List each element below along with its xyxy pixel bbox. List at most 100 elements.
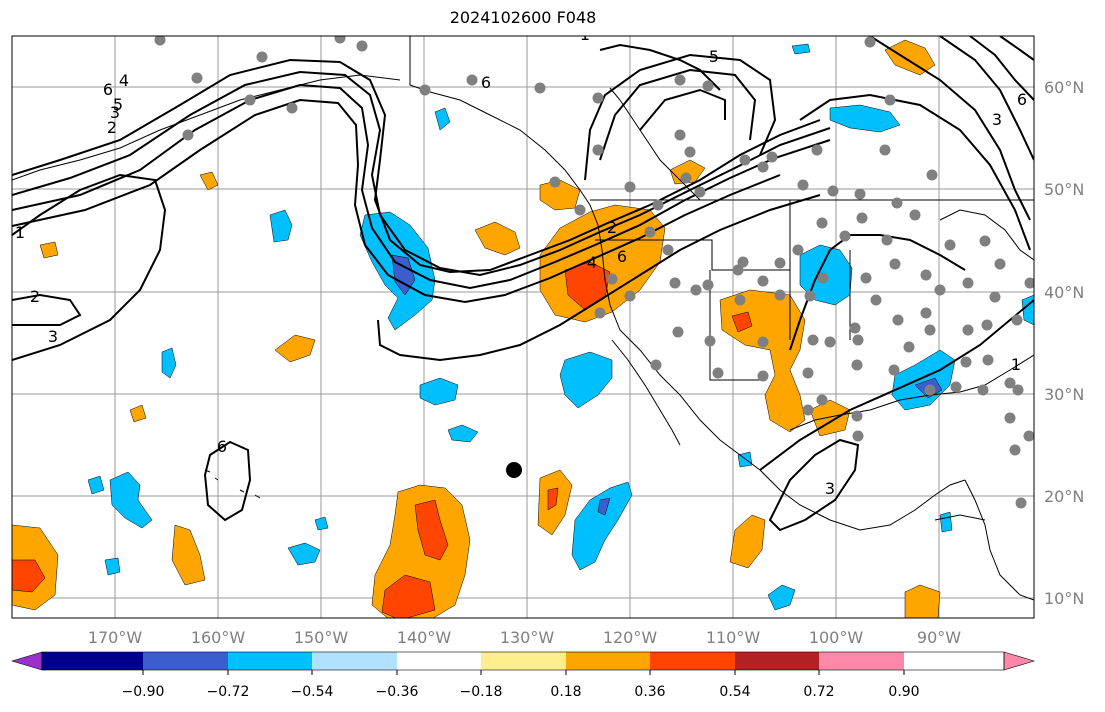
colorbar-tick-label: 0.36 [634,684,665,700]
station-dot [854,188,866,200]
station-dot [774,257,786,269]
colorbar-segment [312,652,397,670]
latitude-label: 20°N [1044,487,1084,506]
longitude-label: 170°W [88,628,143,647]
colorbar-tick-label: 0.54 [719,684,750,700]
station-dot [244,94,256,106]
station-dot [549,176,561,188]
station-dot [884,94,896,106]
contour-label: 6 [103,80,113,99]
latitude-label: 10°N [1044,589,1084,608]
station-dot [672,326,684,338]
station-dot [334,36,346,44]
station-dot [982,354,994,366]
station-dot [286,102,298,114]
colorbar-tick-label: −0.72 [207,684,250,700]
station-dot [881,234,893,246]
station-dot [534,82,546,94]
station-dot [757,336,769,348]
station-dot [864,36,876,48]
station-dot [924,384,936,396]
station-dot [680,172,692,184]
station-dot [839,230,851,242]
station-dot [816,217,828,229]
colorbar-segment [228,652,312,670]
station-dot [732,264,744,276]
station-dot [950,381,962,393]
station-dot [852,430,864,442]
contour-label: 6 [1017,90,1027,109]
contour-label: 5 [709,47,719,66]
station-dot [702,279,714,291]
colorbar-tick-label: 0.18 [550,684,581,700]
contour-label: 4 [119,71,129,90]
station-dot [1023,430,1034,442]
station-dot [891,197,903,209]
colorbar-tick-label: 0.72 [803,684,834,700]
station-dot [851,410,863,422]
station-dot [1012,384,1024,396]
latitude-label: 50°N [1044,180,1084,199]
colorbar-segment [819,652,904,670]
station-dot [879,144,891,156]
station-dot [816,394,828,406]
station-dot [804,290,816,302]
station-dot [574,204,586,216]
longitude-label: 100°W [809,628,864,647]
station-dot [888,364,900,376]
station-dot [690,284,702,296]
station-dot [1004,377,1016,389]
station-dot [981,319,993,331]
contour-label: 3 [48,327,58,346]
colorbar-min-extend [10,651,43,671]
station-dot [624,181,636,193]
station-dot [856,212,868,224]
contour-label: 3 [825,479,835,498]
contour-label: 4 [587,253,597,272]
station-dot [644,226,656,238]
contour-label: 2 [107,118,117,137]
station-dot [774,289,786,301]
contour-label: 6 [617,247,627,266]
station-dot [592,144,604,156]
station-markers [154,36,1034,509]
station-dot [356,40,368,52]
longitude-label: 120°W [603,628,658,647]
colorbar-segment [481,652,566,670]
station-dot [182,129,194,141]
coastlines-and-borders [12,36,1034,601]
longitude-label: 160°W [191,628,246,647]
colorbar-segment [397,652,481,670]
contour-label: 2 [607,218,617,237]
station-dot [674,129,686,141]
station-dot [924,324,936,336]
contour-label: 2 [30,287,40,306]
colorbar-outline [41,651,1005,671]
longitude-label: 110°W [706,628,761,647]
station-dot [734,294,746,306]
longitude-label: 90°W [917,628,961,647]
station-dot [191,72,203,84]
longitude-label: 130°W [500,628,555,647]
colorbar-tick-label: 0.90 [888,684,919,700]
station-dot [669,277,681,289]
station-dot [811,144,823,156]
station-dot [1009,444,1021,456]
station-dot [852,334,864,346]
colorbar-tick-label: −0.36 [376,684,419,700]
colorbar-segment [143,652,228,670]
latitude-label: 60°N [1044,78,1084,97]
station-dot [1011,314,1023,326]
station-dot [797,179,809,191]
station-dot [802,404,814,416]
station-dot [807,334,819,346]
station-dot [662,244,674,256]
station-dot [892,314,904,326]
station-dot [757,275,769,287]
contour-label: 1 [15,223,25,242]
station-dot [994,258,1006,270]
station-dot [592,92,604,104]
station-dot [704,335,716,347]
station-dot [757,161,769,173]
station-dot [466,74,478,86]
